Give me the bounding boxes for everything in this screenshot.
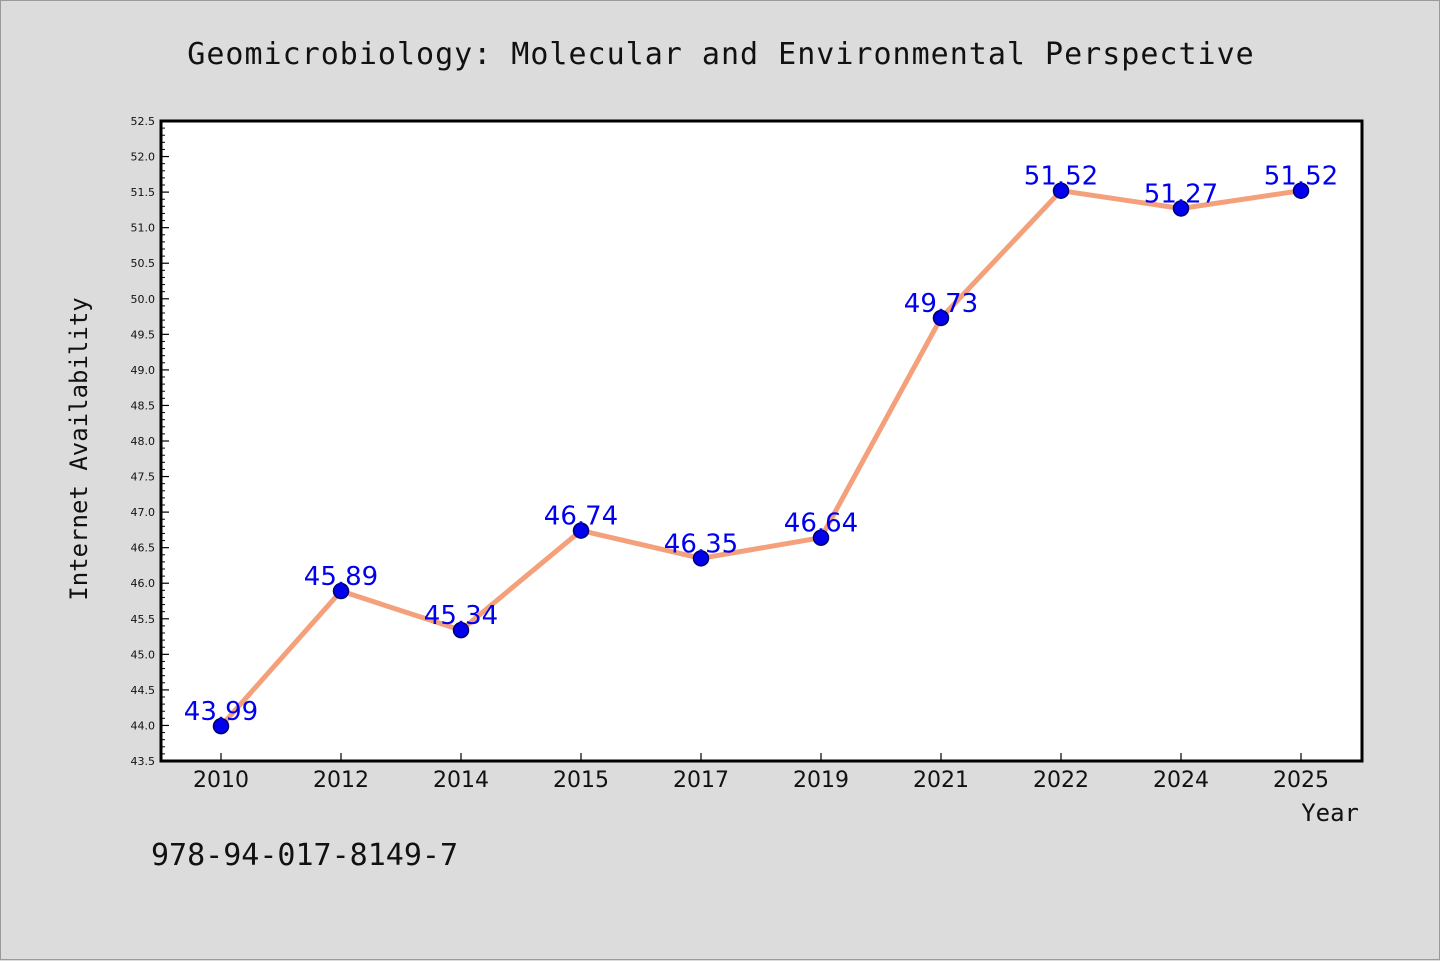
chart-title: Geomicrobiology: Molecular and Environme…	[187, 37, 1254, 72]
y-tick-label: 45.0	[131, 648, 156, 661]
data-label: 46.35	[664, 529, 738, 559]
plot-area	[159, 119, 1364, 763]
data-label: 51.52	[1264, 162, 1338, 192]
data-point	[812, 529, 830, 546]
data-label: 46.74	[544, 502, 618, 532]
series	[212, 182, 1310, 735]
data-point	[452, 621, 470, 639]
y-tick-label: 50.0	[131, 293, 156, 306]
data-label: 46.64	[784, 509, 858, 539]
data-label: 51.52	[1024, 162, 1098, 192]
data-labels: 43.99 45.89 45.34 46.74 46.35 46.64 49.73 51.52…	[184, 162, 1338, 727]
x-tick-label: 2015	[553, 768, 609, 793]
data-point	[692, 550, 710, 567]
isbn-text: 978-94-017-8149-7	[151, 838, 458, 873]
y-axis: 43.5 44.0 44.5 45.0 45.5 46.0 46.5 47.0 47.5 48.0…	[131, 115, 169, 768]
y-tick-label: 51.5	[131, 186, 156, 199]
y-tick-label: 49.0	[131, 364, 156, 377]
x-tick-label: 2024	[1153, 768, 1209, 793]
y-tick-label: 49.5	[131, 328, 156, 341]
y-tick-label: 46.5	[131, 542, 156, 555]
data-point	[1292, 182, 1310, 199]
y-tick-label: 48.5	[131, 399, 156, 412]
data-point	[332, 582, 350, 600]
x-tick-label: 2010	[193, 768, 249, 793]
data-label: 45.89	[304, 562, 378, 592]
x-tick-label: 2022	[1033, 768, 1089, 793]
data-point	[212, 717, 230, 735]
y-tick-label: 50.5	[131, 257, 156, 270]
x-axis-label: Year	[1301, 799, 1359, 827]
x-tick-label: 2014	[433, 768, 489, 793]
x-axis: 2010 2012 2014 2015 2017 2019 2021 2022 2024 2025	[193, 753, 1329, 793]
data-point	[932, 309, 950, 327]
x-tick-label: 2025	[1273, 768, 1329, 793]
y-tick-label: 51.0	[131, 222, 156, 235]
series-line	[219, 188, 1302, 728]
x-tick-label: 2019	[793, 768, 849, 793]
data-point	[572, 522, 590, 539]
data-label: 49.73	[904, 289, 978, 319]
y-tick-label: 47.0	[131, 506, 156, 519]
y-tick-label: 52.0	[131, 151, 156, 164]
x-tick-label: 2012	[313, 768, 369, 793]
data-point	[1172, 200, 1190, 217]
y-tick-label: 52.5	[131, 115, 156, 128]
y-tick-label: 45.5	[131, 613, 156, 626]
data-label: 45.34	[424, 601, 498, 631]
y-tick-label: 44.5	[131, 684, 156, 697]
y-tick-label: 44.0	[131, 719, 156, 732]
data-label: 43.99	[184, 697, 258, 727]
y-tick-label: 47.5	[131, 471, 156, 484]
x-tick-label: 2021	[913, 768, 969, 793]
y-tick-label: 43.5	[131, 755, 156, 768]
y-tick-label: 48.0	[131, 435, 156, 448]
y-tick-label: 46.0	[131, 577, 156, 590]
x-tick-label: 2017	[673, 768, 729, 793]
y-axis-label: Internet Availability	[65, 297, 93, 600]
data-point	[1052, 182, 1070, 199]
data-label: 51.27	[1144, 179, 1218, 209]
